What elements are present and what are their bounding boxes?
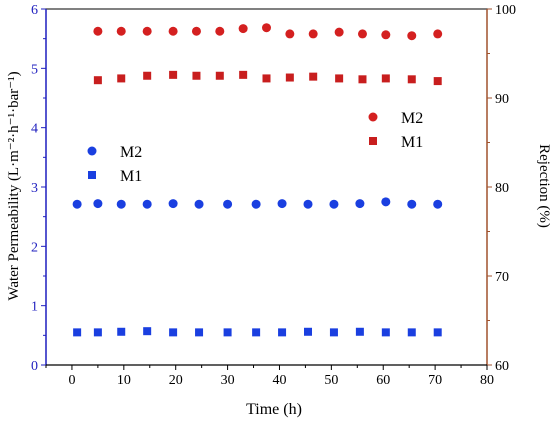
legend-permeability-label-m2: M2	[120, 144, 142, 161]
left-y-tick-label: 5	[31, 62, 38, 77]
permeability-m1-point	[355, 327, 364, 336]
rejection-m1-point	[262, 74, 271, 83]
rejection-m1-point	[93, 76, 102, 85]
permeability-m1-point	[304, 327, 313, 336]
marks-layer	[72, 23, 443, 337]
permeability-m2-point	[223, 199, 233, 209]
x-tick-label: 0	[68, 373, 75, 388]
permeability-m2-point	[381, 197, 391, 207]
left-y-axis-label: Water Permeability (L·m⁻²·h⁻¹·bar⁻¹)	[6, 71, 22, 300]
rejection-m2-point	[168, 26, 178, 36]
permeability-m2-point	[194, 199, 204, 209]
permeability-m1-point	[195, 328, 204, 337]
permeability-m1-point	[278, 328, 287, 337]
left-y-tick-label: 0	[31, 359, 38, 374]
permeability-m1-point	[329, 328, 338, 337]
rejection-m1-point	[433, 77, 442, 86]
rejection-m1-point	[192, 71, 201, 80]
left-y-tick-label: 6	[31, 3, 38, 18]
rejection-m2-point	[357, 29, 367, 39]
permeability-m1-point	[223, 328, 232, 337]
rejection-m2-point	[215, 26, 225, 36]
permeability-m2-point	[407, 199, 417, 209]
left-y-tick-label: 1	[31, 300, 38, 315]
legend-rejection-label-m1: M1	[401, 134, 423, 151]
right-y-tick-label: 100	[495, 3, 516, 18]
x-tick-label: 10	[117, 373, 131, 388]
rejection-m1-point	[381, 74, 390, 83]
permeability-m2-point	[142, 199, 152, 209]
rejection-m2-point	[381, 30, 391, 40]
right-y-tick-label: 70	[495, 270, 509, 285]
rejection-m2-point	[407, 31, 417, 41]
rejection-m1-point	[285, 73, 294, 82]
plot-frame	[45, 8, 488, 366]
permeability-m1-point	[252, 328, 261, 337]
rejection-m2-point	[238, 24, 248, 34]
rejection-m1-point	[335, 74, 344, 83]
rejection-m2-point	[334, 27, 344, 37]
x-tick-label: 60	[376, 373, 390, 388]
x-tick-label: 20	[169, 373, 183, 388]
rejection-m1-point	[215, 71, 224, 80]
rejection-m2-point	[116, 26, 126, 36]
rejection-m1-point	[309, 72, 318, 81]
rejection-m1-point	[143, 71, 152, 80]
permeability-m2-point	[116, 199, 126, 209]
permeability-m1-point	[93, 328, 102, 337]
permeability-m2-point	[72, 199, 82, 209]
rejection-m1-point	[169, 70, 178, 79]
rejection-m2-point	[262, 23, 271, 33]
permeability-m2-point	[251, 199, 261, 209]
permeability-m1-point	[117, 327, 126, 336]
permeability-m2-point	[93, 199, 103, 209]
legend-rejection-marker-m1	[369, 137, 377, 145]
left-y-tick-label: 2	[31, 240, 38, 255]
permeability-m1-point	[407, 328, 416, 337]
permeability-m1-point	[73, 328, 82, 337]
x-tick-label: 70	[428, 373, 442, 388]
rejection-m2-point	[433, 29, 443, 39]
rejection-m2-point	[191, 26, 201, 36]
permeability-m2-point	[433, 199, 443, 209]
permeability-m2-point	[277, 199, 287, 209]
permeability-m2-point	[303, 199, 313, 209]
permeability-m2-point	[168, 199, 178, 209]
left-y-tick-label: 3	[31, 181, 38, 196]
rejection-m2-point	[285, 29, 295, 39]
permeability-m2-point	[355, 199, 365, 209]
x-axis-label: Time (h)	[246, 401, 302, 418]
permeability-m1-point	[381, 328, 390, 337]
permeability-m1-point	[143, 327, 152, 336]
right-y-axis-label: Rejection (%)	[536, 144, 550, 228]
x-tick-label: 30	[221, 373, 235, 388]
rejection-m1-point	[117, 74, 126, 83]
x-tick-label: 80	[480, 373, 494, 388]
rejection-m2-point	[308, 29, 318, 39]
legend-rejection-label-m2: M2	[401, 110, 423, 127]
legend-permeability-marker-m2	[87, 146, 97, 156]
tick-layer: 0 10 20 30 40 50 60 70 80 0 1 2 3 4 5 6 60 70 80 90 100	[31, 3, 516, 388]
rejection-m1-point	[407, 75, 416, 84]
legend-rejection-marker-m2	[368, 112, 378, 122]
rejection-m1-point	[239, 70, 248, 79]
rejection-m2-point	[142, 26, 152, 36]
rejection-m2-point	[93, 26, 103, 36]
permeability-m1-point	[433, 328, 442, 337]
rejection-m1-point	[358, 75, 367, 84]
x-tick-label: 40	[272, 373, 286, 388]
legend-permeability-label-m1: M1	[120, 168, 142, 185]
left-y-tick-label: 4	[31, 122, 38, 137]
right-y-tick-label: 90	[495, 92, 509, 107]
legend-permeability-marker-m1	[88, 171, 96, 179]
permeability-m2-point	[329, 199, 339, 209]
permeability-m1-point	[169, 328, 178, 337]
x-tick-label: 50	[324, 373, 338, 388]
right-y-tick-label: 60	[495, 359, 509, 374]
right-y-tick-label: 80	[495, 181, 509, 196]
